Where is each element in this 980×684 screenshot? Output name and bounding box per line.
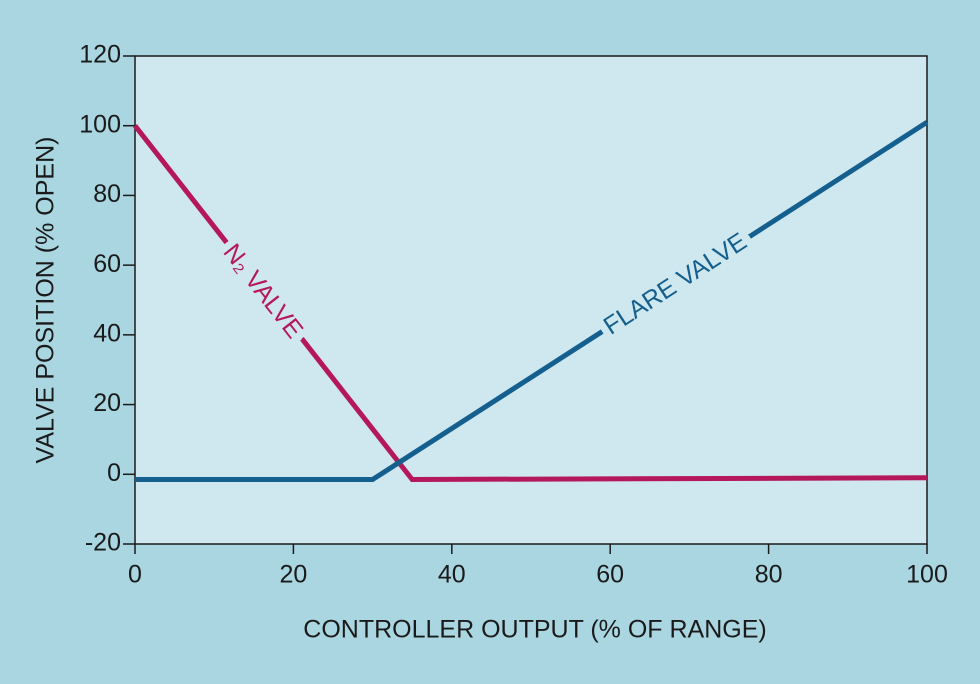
line [133,124,928,483]
line [135,120,929,483]
y-tick-label: 80 [93,180,121,208]
plot-area [134,55,928,545]
y-axis-title: VALVE POSITION (% OPEN) [32,137,60,464]
y-tick-label: 100 [79,110,121,138]
y-tick-label: 20 [93,389,121,417]
y-tick-label: 40 [93,319,121,347]
y-tick-label: 0 [107,459,121,487]
x-tick-label: 40 [438,561,466,589]
x-tick-label: 20 [279,561,307,589]
x-tick-label: 0 [128,561,142,589]
x-axis-title: CONTROLLER OUTPUT (% OF RANGE) [303,616,766,644]
x-tick-label: 100 [906,561,948,589]
x-tick-label: 80 [755,561,783,589]
x-tick-label: 60 [596,561,624,589]
y-tick-label: 60 [93,250,121,278]
y-tick-label: -20 [85,529,121,557]
y-tick-label: 120 [79,41,121,69]
